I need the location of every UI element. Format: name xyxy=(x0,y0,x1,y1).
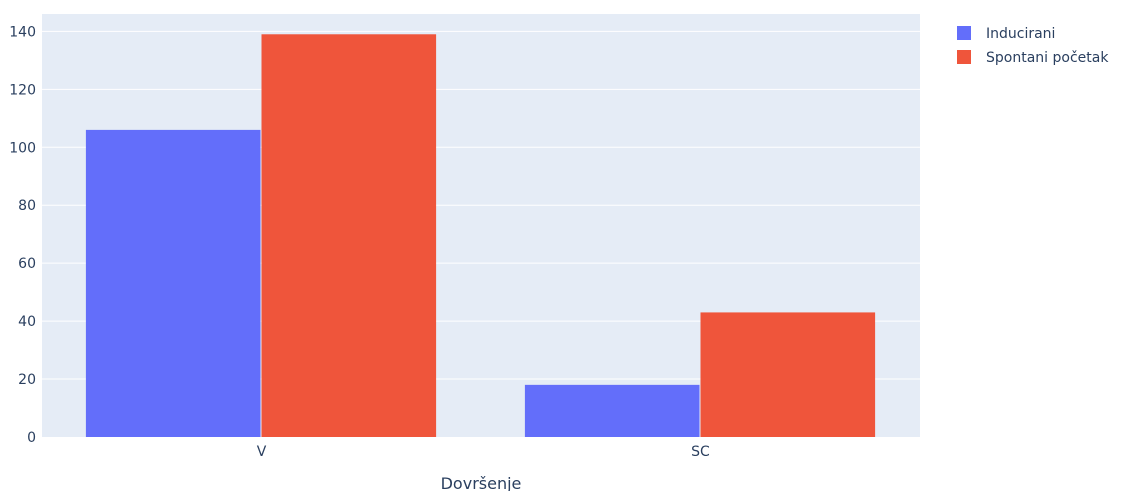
x-tick-label: V xyxy=(257,444,267,460)
y-tick-label: 100 xyxy=(9,140,36,156)
y-tick-label: 0 xyxy=(27,430,36,446)
legend-swatch xyxy=(957,26,971,40)
legend-swatch xyxy=(957,50,971,64)
y-tick-label: 120 xyxy=(9,82,36,98)
y-tick-label: 80 xyxy=(18,198,36,214)
legend-label: Spontani početak xyxy=(986,50,1109,66)
bar[interactable] xyxy=(524,384,700,437)
y-tick-label: 40 xyxy=(18,314,36,330)
x-axis-ticks: V SC xyxy=(257,444,710,460)
bar[interactable] xyxy=(700,312,876,437)
x-axis-title: Dovršenje xyxy=(441,474,522,491)
bar[interactable] xyxy=(261,34,437,437)
legend-item[interactable]: Spontani početak xyxy=(957,50,1109,66)
legend-label: Inducirani xyxy=(986,26,1055,42)
legend-item[interactable]: Inducirani xyxy=(957,26,1055,42)
y-axis-ticks: 0 20 40 60 80 100 120 140 xyxy=(9,24,36,446)
y-tick-label: 140 xyxy=(9,24,36,40)
x-tick-label: SC xyxy=(691,444,710,460)
bar[interactable] xyxy=(85,129,261,437)
y-tick-label: 60 xyxy=(18,256,36,272)
y-tick-label: 20 xyxy=(18,372,36,388)
legend[interactable]: Inducirani Spontani početak xyxy=(957,26,1109,66)
bars xyxy=(85,34,876,437)
